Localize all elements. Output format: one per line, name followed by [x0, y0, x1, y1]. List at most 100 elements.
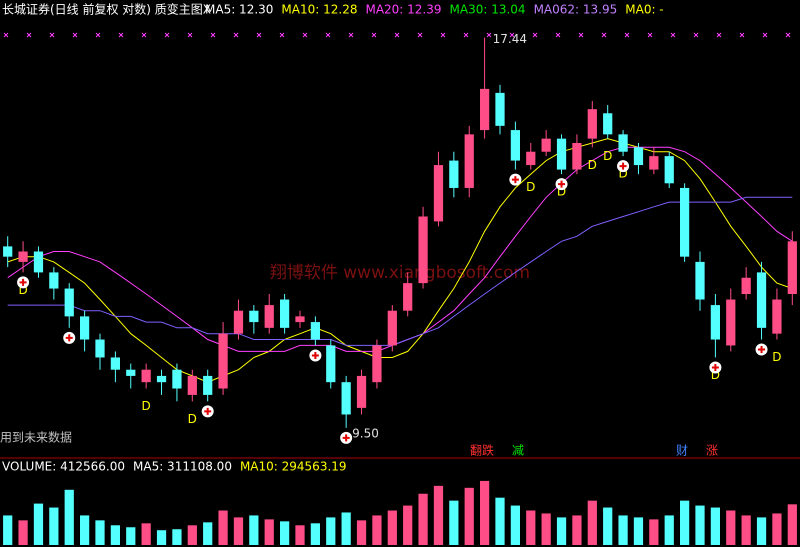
- volume-bar: [756, 517, 767, 545]
- candle-body: [572, 142, 582, 170]
- volume-bar: [280, 521, 290, 545]
- volume-bar: [541, 513, 551, 545]
- signal-cross: [95, 32, 101, 38]
- candle-body: [249, 310, 259, 323]
- candle-body: [218, 333, 228, 389]
- volume-bar: [326, 517, 336, 545]
- volume-bar: [110, 525, 120, 545]
- candle-body: [772, 299, 782, 334]
- signal-cross: [509, 32, 515, 38]
- candle-body: [510, 130, 520, 161]
- volume-bar: [664, 515, 674, 545]
- candle-body: [310, 322, 320, 340]
- event-label: 减: [512, 444, 524, 458]
- ma-line: [7, 138, 793, 383]
- signal-d: D: [618, 167, 627, 181]
- candle-body: [264, 305, 274, 328]
- signal-cross: [394, 32, 400, 38]
- candle-body: [372, 345, 382, 383]
- volume-bar: [310, 523, 320, 545]
- ma-label: MA062: 13.95: [534, 3, 618, 17]
- volume-bar: [156, 530, 167, 545]
- signal-cross: [210, 32, 216, 38]
- event-label: 财: [676, 444, 688, 458]
- candle-body: [80, 316, 90, 340]
- signal-cross: [555, 32, 561, 38]
- signal-cross: [3, 32, 9, 38]
- volume-bar: [80, 515, 90, 545]
- candle-body: [156, 375, 167, 383]
- candle-body: [295, 316, 305, 323]
- signal-cross: [348, 32, 354, 38]
- volume-bar: [526, 510, 536, 545]
- candle-body: [418, 216, 428, 284]
- ma-label: MA20: 12.39: [365, 3, 441, 17]
- signal-cross: [325, 32, 331, 38]
- candle-body: [187, 375, 197, 395]
- volume-label: VOLUME: 412566.00: [2, 460, 125, 474]
- candle-body: [33, 251, 44, 273]
- candle-body: [664, 156, 674, 184]
- buy-signal-cross: [65, 334, 73, 342]
- signal-cross: [187, 32, 193, 38]
- event-label: 涨: [706, 443, 718, 458]
- volume-bar: [495, 497, 505, 545]
- signal-cross: [739, 32, 745, 38]
- candle-body: [587, 109, 597, 139]
- volume-bar: [480, 480, 490, 545]
- candle-body: [233, 310, 244, 334]
- signal-cross: [647, 32, 653, 38]
- volume-bar: [741, 515, 751, 545]
- watermark: 翔博软件 www.xiangbosoft.com: [270, 263, 530, 283]
- volume-bar: [403, 505, 413, 545]
- volume-bar: [449, 500, 459, 545]
- volume-bar: [633, 517, 644, 545]
- candle-body: [356, 375, 367, 408]
- volume-bar: [433, 485, 444, 545]
- candle-body: [18, 251, 28, 262]
- buy-signal-cross: [311, 351, 319, 359]
- candle-body: [341, 382, 351, 415]
- volume-bar: [3, 515, 13, 545]
- candle-body: [172, 369, 182, 389]
- candle-body: [710, 305, 720, 340]
- volume-label: MA5: 311108.00: [133, 460, 232, 474]
- volume-bar: [556, 517, 567, 545]
- volume-bar: [680, 500, 690, 545]
- candle-body: [49, 272, 59, 289]
- candle-body: [726, 299, 736, 346]
- note: 用到未来数据: [0, 430, 72, 445]
- volume-bar: [695, 505, 705, 545]
- candle-body: [480, 88, 490, 131]
- candle-body: [695, 261, 705, 300]
- candle-body: [3, 246, 13, 257]
- chart-title: 长城证券(日线 前复权 对数) 质变主图X: [2, 2, 211, 17]
- signal-d: D: [526, 180, 535, 194]
- candle-body: [126, 369, 136, 376]
- volume-bar: [787, 504, 797, 545]
- volume-bar: [387, 510, 397, 545]
- candle-body: [449, 160, 459, 188]
- candle-body: [495, 92, 505, 126]
- volume-bar: [33, 503, 44, 545]
- candle-body: [541, 138, 551, 152]
- candle-body: [603, 113, 613, 135]
- volume-label: MA10: 294563.19: [240, 460, 347, 474]
- candle-body: [110, 357, 120, 370]
- signal-d: D: [142, 399, 151, 413]
- volume-bar: [772, 513, 782, 545]
- signal-cross: [693, 32, 699, 38]
- volume-bar: [249, 515, 259, 545]
- signal-d: D: [18, 283, 27, 297]
- signal-cross: [72, 32, 78, 38]
- candle-body: [64, 288, 74, 317]
- signal-cross: [371, 32, 377, 38]
- signal-cross: [440, 32, 446, 38]
- signal-cross: [417, 32, 423, 38]
- ma-label: MA30: 13.04: [450, 3, 526, 17]
- signal-cross: [785, 32, 791, 38]
- signal-cross: [233, 32, 239, 38]
- signal-cross: [670, 32, 676, 38]
- candle-body: [95, 339, 105, 358]
- buy-signal-cross: [758, 346, 766, 354]
